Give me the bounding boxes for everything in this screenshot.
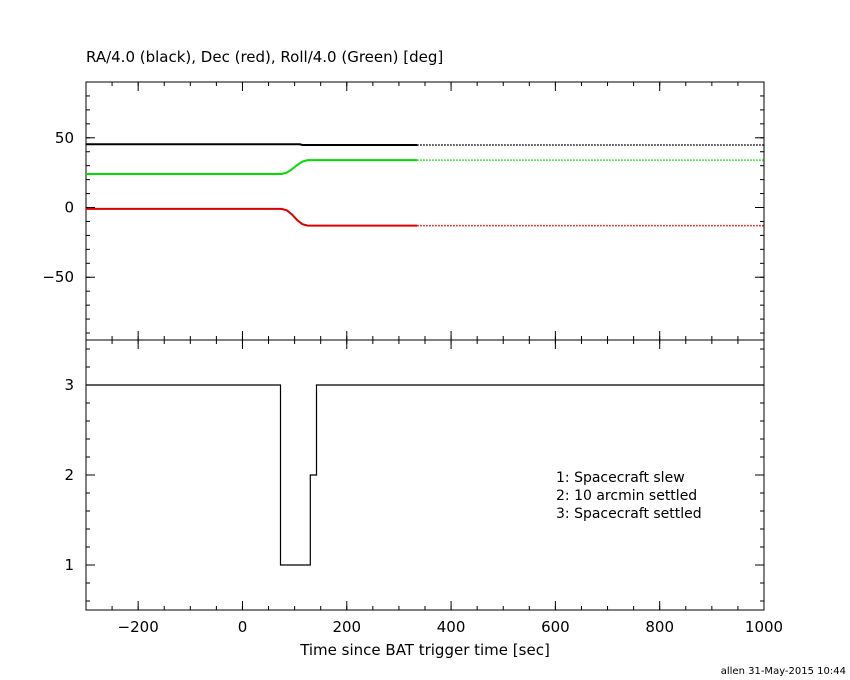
attitude-frame xyxy=(85,81,765,341)
attitude-ticks: −50 0 50 xyxy=(42,81,765,340)
x-axis-label: Time since BAT trigger time [sec] xyxy=(299,641,550,659)
legend-item-settled-10arcmin: 2: 10 arcmin settled xyxy=(556,488,697,504)
y-tick-label: 2 xyxy=(64,466,74,484)
y-tick-label: 50 xyxy=(55,129,74,147)
attitude-title: RA/4.0 (black), Dec (red), Roll/4.0 (Gre… xyxy=(86,48,443,66)
x-tick-label: −200 xyxy=(118,618,159,636)
x-tick-label: 0 xyxy=(238,618,248,636)
x-tick-label: 800 xyxy=(645,618,674,636)
y-tick-label: 1 xyxy=(64,556,74,574)
legend-item-slew: 1: Spacecraft slew xyxy=(556,470,685,486)
attitude-series-line-solid xyxy=(86,143,418,146)
x-tick-label: 600 xyxy=(541,618,570,636)
status-ticks: −200 0 200 400 600 800 1000 1 2 3 xyxy=(64,340,783,636)
attitude-panel: RA/4.0 (black), Dec (red), Roll/4.0 (Gre… xyxy=(42,48,765,341)
y-tick-label: 3 xyxy=(64,376,74,394)
status-panel: −200 0 200 400 600 800 1000 1 2 3 1: Spacecraft s… xyxy=(64,339,783,659)
status-step-line xyxy=(86,384,764,566)
footer-stamp: allen 31-May-2015 10:44 xyxy=(721,666,846,677)
x-tick-label: 1000 xyxy=(745,618,783,636)
status-legend: 1: Spacecraft slew 2: 10 arcmin settled … xyxy=(556,470,702,522)
x-tick-label: 400 xyxy=(437,618,466,636)
attitude-series xyxy=(86,143,764,227)
status-series xyxy=(86,384,764,566)
legend-item-settled: 3: Spacecraft settled xyxy=(556,506,702,522)
attitude-series-line-solid xyxy=(86,207,418,227)
y-tick-label: −50 xyxy=(42,268,74,286)
attitude-series-line-solid xyxy=(86,159,418,175)
y-tick-label: 0 xyxy=(64,199,74,217)
x-tick-label: 200 xyxy=(332,618,361,636)
